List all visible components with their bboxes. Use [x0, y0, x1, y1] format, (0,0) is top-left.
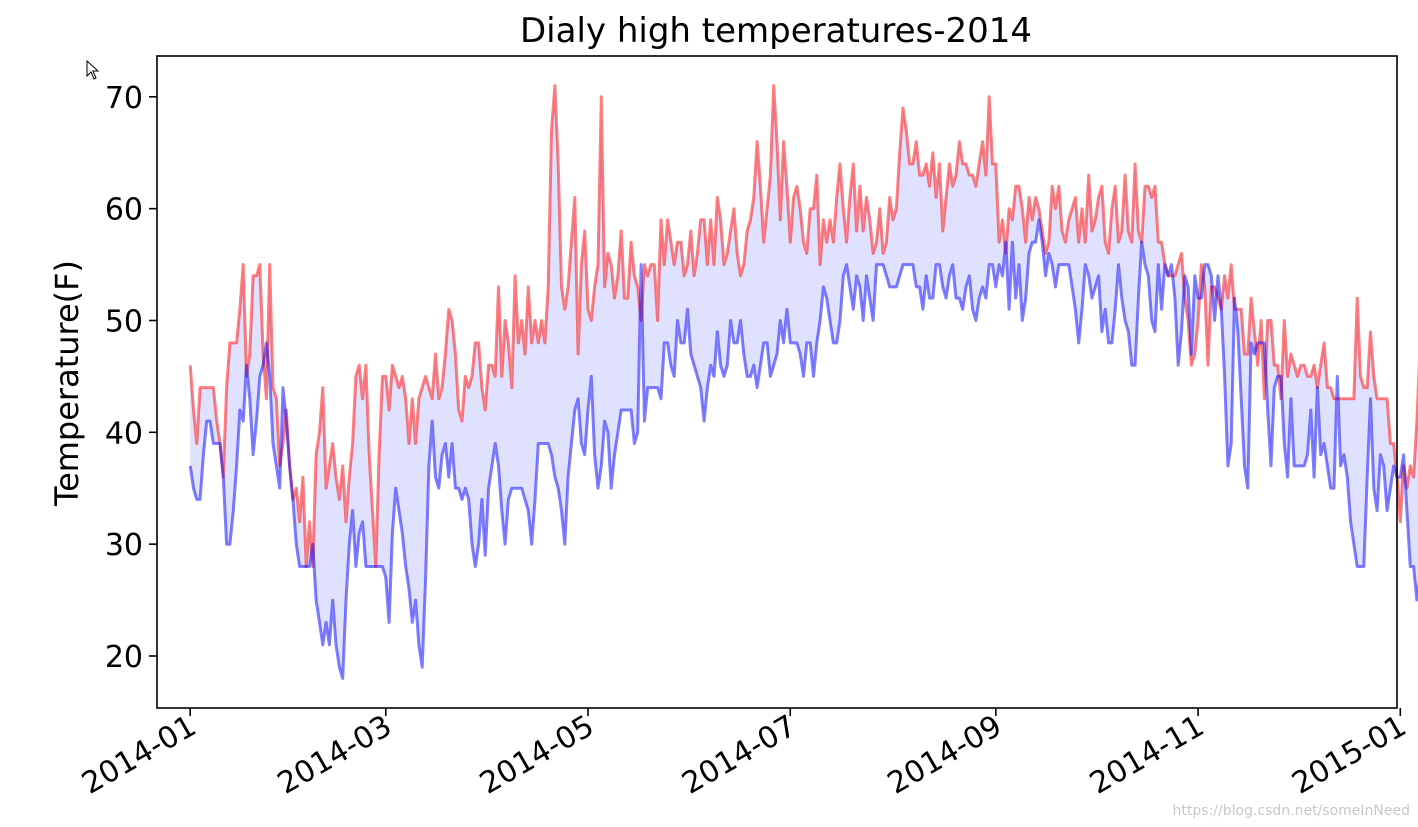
y-tick-label: 20 — [105, 640, 143, 675]
y-axis-label: Temperature(F) — [48, 260, 86, 507]
x-tick-label: 2015-01 — [1286, 709, 1412, 802]
y-tick-label: 40 — [105, 416, 143, 451]
x-tick-label: 2014-09 — [882, 709, 1008, 802]
x-tick-label: 2014-07 — [676, 709, 802, 802]
y-tick-label: 70 — [105, 81, 143, 116]
x-tick-label: 2014-03 — [272, 709, 398, 802]
y-tick-label: 50 — [105, 304, 143, 339]
series-line-highs — [188, 84, 1418, 568]
y-tick-label: 30 — [105, 528, 143, 563]
series-line-lows — [188, 218, 1418, 680]
x-tick-label: 2014-11 — [1084, 709, 1210, 802]
watermark-text: https://blog.csdn.net/someInNeed — [1172, 803, 1410, 819]
chart-title: Dialy high temperatures-2014 — [520, 11, 1032, 51]
x-tick-label: 2014-01 — [76, 709, 202, 802]
y-axis: 20 30 40 50 60 70 — [105, 81, 157, 675]
plot-frame — [156, 55, 1398, 709]
y-tick-label: 60 — [105, 193, 143, 228]
mouse-cursor-icon — [86, 60, 100, 80]
x-axis: 2014-01 2014-03 2014-05 2014-07 2014-09 2014-… — [76, 708, 1412, 802]
x-tick-label: 2014-05 — [474, 709, 600, 802]
